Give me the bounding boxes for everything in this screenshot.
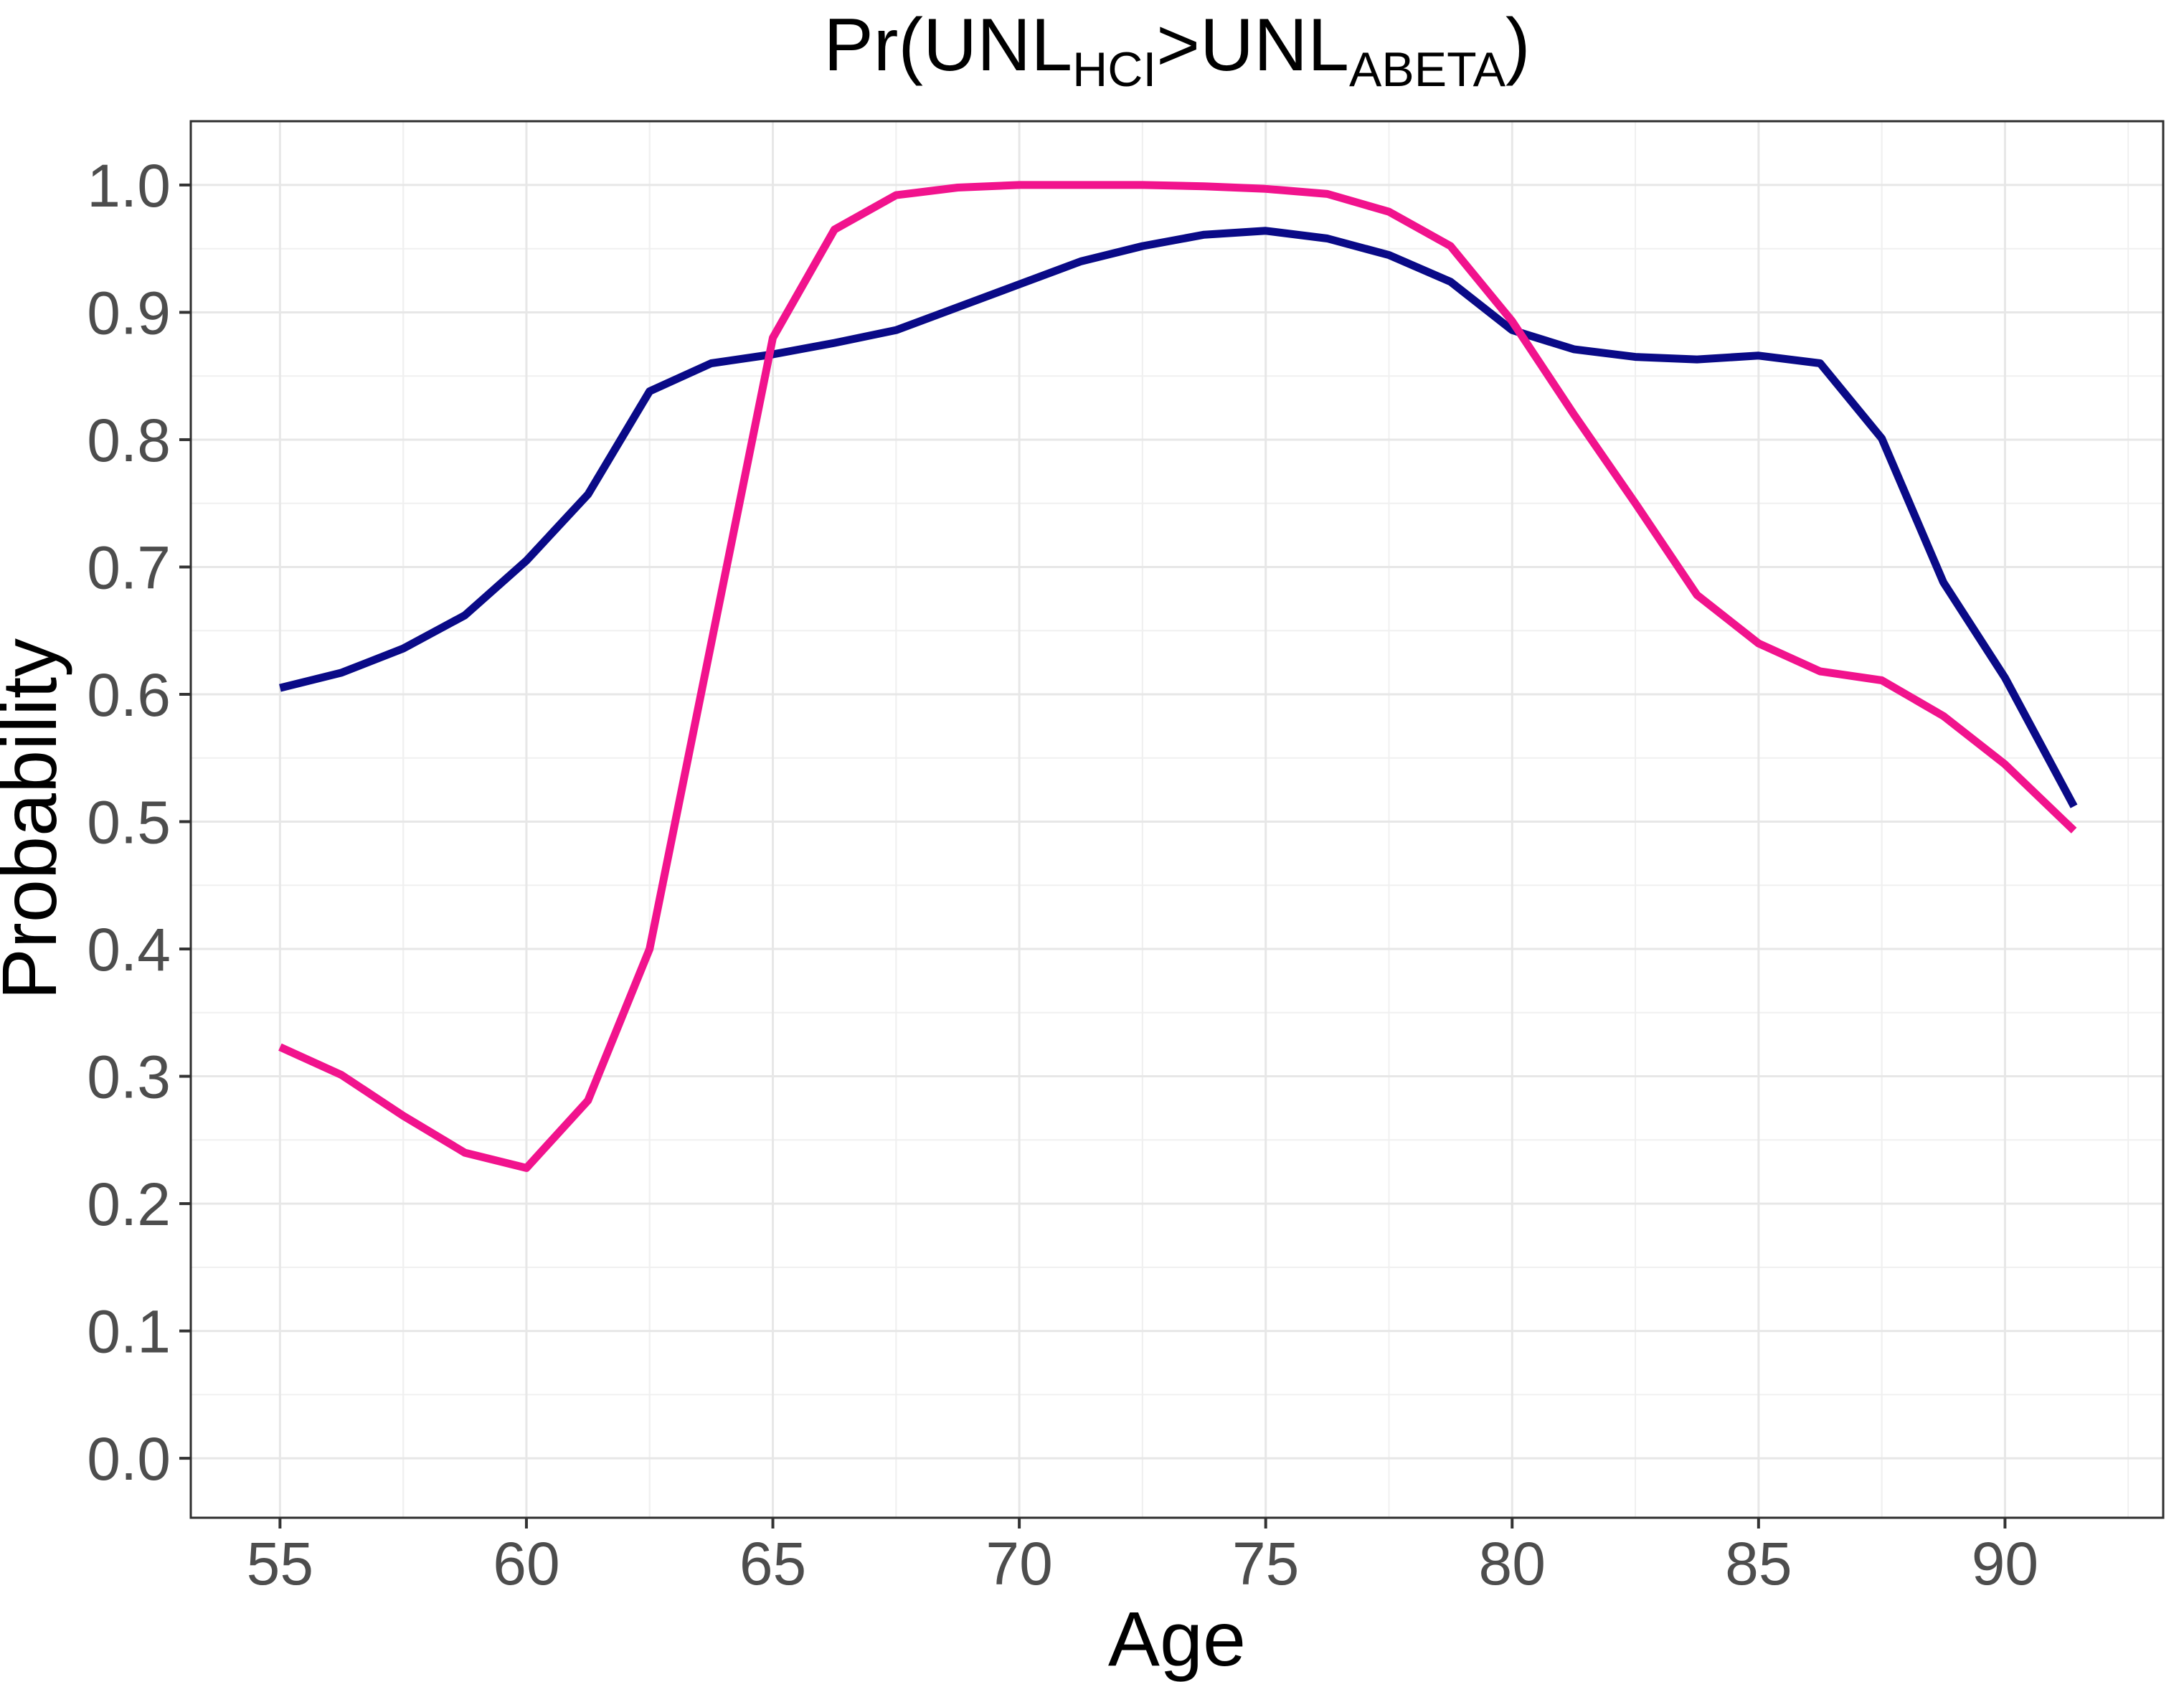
y-tick-label: 0.4 <box>87 916 171 983</box>
x-tick-label: 80 <box>1479 1530 1546 1597</box>
magenta-series-line <box>278 181 2077 1172</box>
chart-title: Pr(UNLHCI>UNLABETA) <box>823 4 1530 97</box>
y-tick-label: 0.3 <box>87 1044 171 1111</box>
x-tick-label: 90 <box>1972 1530 2038 1597</box>
x-tick-label: 65 <box>739 1530 806 1597</box>
y-tick-label: 0.7 <box>87 534 171 601</box>
y-tick-label: 0.2 <box>87 1171 171 1238</box>
title-subscript-hci: HCI <box>1072 42 1156 97</box>
y-tick-label: 0.1 <box>87 1298 171 1366</box>
panel-border <box>189 120 2165 1519</box>
y-tick-label: 0.8 <box>87 407 171 474</box>
navy-series-line <box>279 227 2078 808</box>
y-tick-label: 0.6 <box>87 661 171 729</box>
data-series-lines <box>278 181 2078 1172</box>
x-tick-label: 55 <box>247 1530 313 1597</box>
title-part3: ) <box>1505 4 1531 87</box>
y-tick-label: 0.0 <box>87 1425 171 1493</box>
major-gridlines <box>191 121 2163 1518</box>
x-tick-label: 75 <box>1232 1530 1299 1597</box>
title-part1: Pr(UNL <box>823 4 1072 87</box>
plot-panel <box>191 121 2163 1518</box>
axis-tick-marks <box>179 183 2007 1529</box>
y-axis-title: Probability <box>0 638 72 1000</box>
y-tick-label: 1.0 <box>87 152 171 219</box>
axis-tick-labels: 55 60 65 70 75 80 85 90 0.0 0.1 0.2 0.3 0.4 0.5 0.6 0.7… <box>87 152 2038 1597</box>
x-tick-label: 60 <box>493 1530 559 1597</box>
y-tick-label: 0.5 <box>87 789 171 856</box>
x-tick-label: 85 <box>1725 1530 1792 1597</box>
x-axis-title: Age <box>1108 1595 1246 1682</box>
title-subscript-abeta: ABETA <box>1349 42 1506 97</box>
y-tick-label: 0.9 <box>87 279 171 346</box>
x-tick-label: 70 <box>985 1530 1052 1597</box>
title-part2: >UNL <box>1156 4 1349 87</box>
